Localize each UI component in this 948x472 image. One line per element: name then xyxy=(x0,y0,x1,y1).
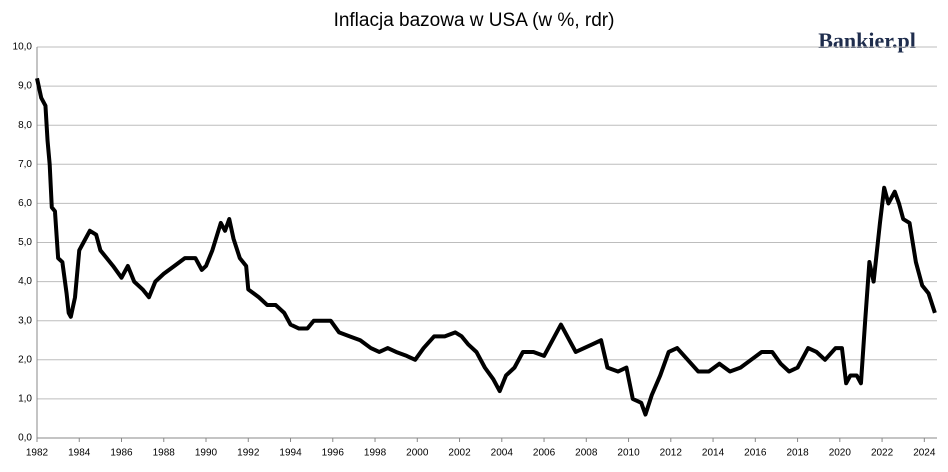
y-tick-label: 3,0 xyxy=(18,315,32,326)
logo: Bankier.pl xyxy=(818,28,916,53)
x-tick-label: 2004 xyxy=(491,448,514,459)
x-tick-label: 1986 xyxy=(110,448,133,459)
x-tick-label: 2006 xyxy=(533,448,556,459)
y-tick-label: 7,0 xyxy=(18,159,32,170)
x-tick-label: 2024 xyxy=(913,448,936,459)
y-tick-label: 2,0 xyxy=(18,354,32,365)
x-tick-label: 1988 xyxy=(153,448,176,459)
x-tick-label: 1994 xyxy=(279,448,302,459)
x-tick-label: 1992 xyxy=(237,448,260,459)
x-tick-label: 2020 xyxy=(829,448,852,459)
x-tick-label: 2008 xyxy=(575,448,598,459)
x-tick-label: 1990 xyxy=(195,448,218,459)
y-tick-label: 1,0 xyxy=(18,394,32,405)
x-tick-label: 2012 xyxy=(660,448,683,459)
x-tick-label: 1998 xyxy=(364,448,387,459)
x-tick-label: 2002 xyxy=(448,448,471,459)
line xyxy=(35,77,937,417)
x-tick-label: 1984 xyxy=(68,448,91,459)
x-tick-label: 2000 xyxy=(406,448,429,459)
chart-title: Inflacja bazowa w USA (w %, rdr) xyxy=(334,10,615,31)
y-tick-label: 0,0 xyxy=(18,433,32,444)
x-tick-label: 2018 xyxy=(786,448,809,459)
y-tick-label: 4,0 xyxy=(18,276,32,287)
x-tick-label: 2014 xyxy=(702,448,725,459)
x-tick-label: 1996 xyxy=(322,448,345,459)
y-tick-label: 9,0 xyxy=(18,81,32,92)
x-tick-label: 2022 xyxy=(871,448,894,459)
y-tick-label: 5,0 xyxy=(18,237,32,248)
y-tick-label: 10,0 xyxy=(13,42,33,53)
x-tick-label: 2010 xyxy=(617,448,640,459)
y-tick-label: 8,0 xyxy=(18,120,32,131)
y-tick-label: 6,0 xyxy=(18,198,32,209)
x-tick-label: 2016 xyxy=(744,448,767,459)
x-tick-label: 1982 xyxy=(26,448,49,459)
